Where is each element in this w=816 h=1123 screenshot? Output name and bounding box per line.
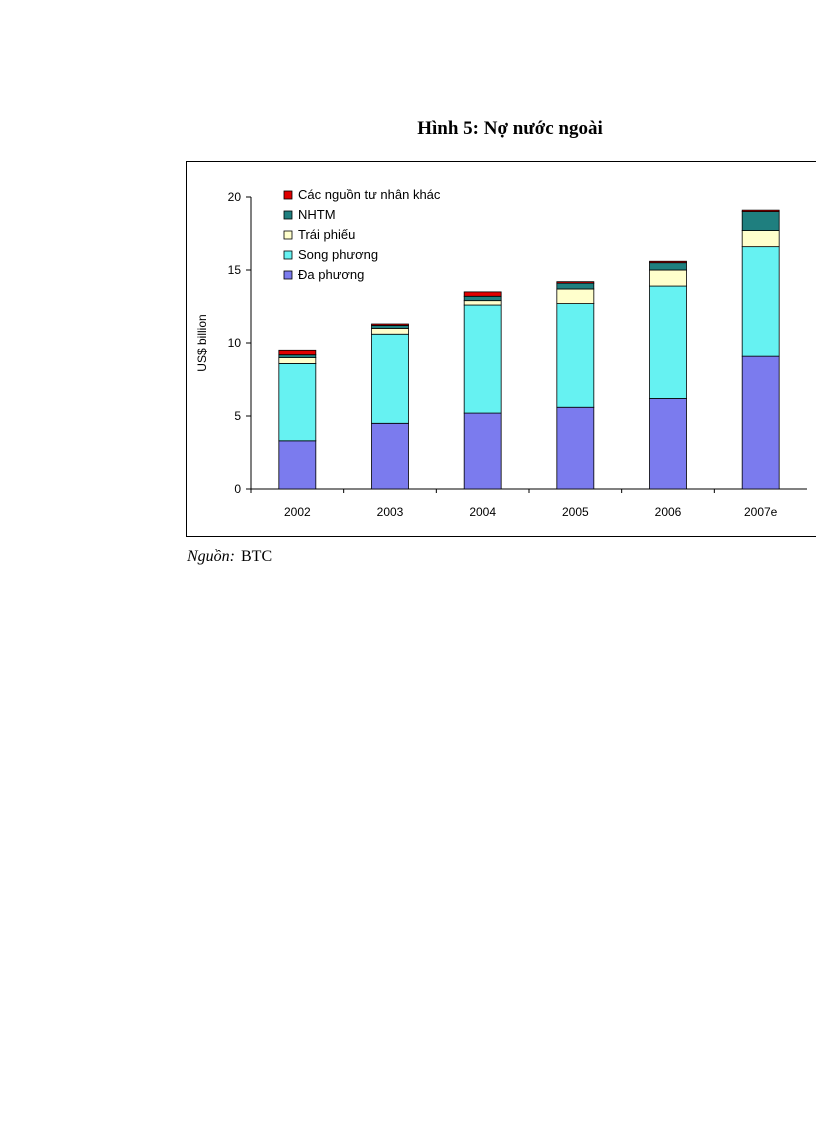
bar-segment (741, 209, 780, 212)
bar-segment (278, 354, 317, 358)
y-tick-label: 20 (228, 190, 242, 204)
legend-label: Song phương (298, 247, 378, 262)
bar-segment (371, 327, 409, 335)
bar-segment (741, 355, 780, 490)
bar-segment (371, 323, 409, 326)
bar-segment (463, 304, 502, 414)
x-tick-label: 2005 (562, 505, 589, 519)
y-tick-label: 10 (228, 336, 242, 350)
source-label: Nguồn: (187, 548, 235, 565)
bar-segment (278, 357, 317, 364)
y-axis-title: US$ billion (195, 314, 209, 371)
bar-segment (649, 260, 687, 264)
x-tick-label: 2007e (744, 505, 778, 519)
legend-swatch (283, 230, 293, 240)
bar-segment (556, 303, 595, 408)
x-tick-label: 2002 (284, 505, 311, 519)
source-value: BTC (241, 548, 273, 565)
bar-segment (649, 262, 687, 271)
bar-segment (278, 363, 317, 442)
bar-segment (649, 269, 687, 287)
y-tick-label: 0 (234, 482, 241, 496)
bar-segment (463, 300, 502, 306)
legend-swatch (283, 210, 293, 220)
bar-segment (649, 285, 687, 399)
bar-segment (278, 349, 317, 356)
bar-segment (741, 230, 780, 248)
y-tick-label: 5 (234, 409, 241, 423)
legend-label: NHTM (298, 207, 336, 222)
legend-swatch (283, 190, 293, 200)
stacked-bar-chart: 0 5 10 15 20 US$ billion 2002 2003 2004 2005 2006 2… (195, 187, 807, 519)
bar-segment (463, 291, 502, 297)
bar-segment (556, 282, 595, 290)
source-note: Nguồn: BTC (187, 548, 272, 566)
bar-segment (741, 246, 780, 357)
bar-segment (556, 406, 595, 490)
x-tick-label: 2006 (655, 505, 682, 519)
legend-label: Đa phương (298, 267, 364, 282)
bar-segment (371, 325, 409, 329)
bar-segment (556, 281, 595, 284)
bar-segment (649, 398, 687, 490)
bar-segment (278, 440, 317, 490)
bar-segment (463, 295, 502, 302)
y-tick-label: 15 (228, 263, 242, 277)
legend-label: Trái phiếu (298, 227, 355, 242)
x-tick-label: 2004 (469, 505, 496, 519)
bar-segment (371, 422, 409, 490)
bar-segment (463, 412, 502, 490)
chart-frame: 0 5 10 15 20 US$ billion 2002 2003 2004 2005 2006 2… (186, 161, 816, 537)
bar-segment (741, 211, 780, 231)
legend-swatch (283, 270, 293, 280)
x-tick-label: 2003 (377, 505, 404, 519)
bar-segment (556, 288, 595, 304)
legend-swatch (283, 250, 293, 260)
figure-title: Hình 5: Nợ nước ngoài (417, 118, 603, 139)
bar-segment (371, 333, 409, 424)
legend-label: Các nguồn tư nhân khác (298, 187, 441, 202)
